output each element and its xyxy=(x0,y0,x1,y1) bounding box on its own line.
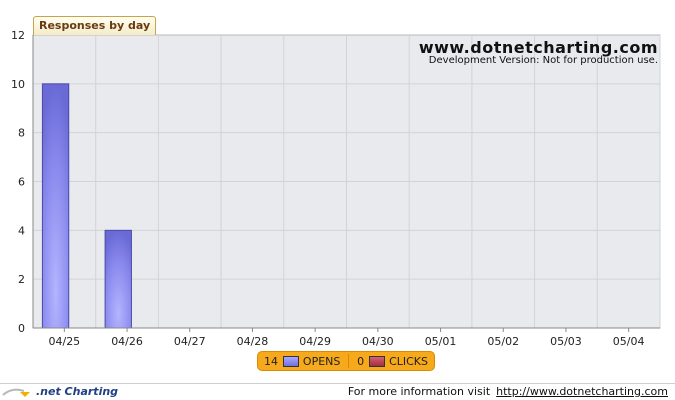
legend-clicks-count: 0 xyxy=(357,354,365,368)
legend-box: 14 OPENS 0 CLICKS xyxy=(257,351,435,371)
x-tick-label: 04/26 xyxy=(111,335,143,348)
y-tick-label: 2 xyxy=(18,273,25,286)
x-tick-label: 05/02 xyxy=(487,335,519,348)
bar-opens-04/25 xyxy=(41,83,70,329)
legend-opens-swatch xyxy=(283,355,299,367)
legend-opens-count: 14 xyxy=(264,354,278,368)
y-tick-label: 12 xyxy=(11,29,25,42)
bars xyxy=(41,83,132,329)
y-tick-label: 8 xyxy=(18,127,25,140)
x-tick-label: 04/27 xyxy=(174,335,206,348)
footer-divider xyxy=(0,383,675,384)
bar-opens-04/26 xyxy=(104,229,132,329)
watermark-note: Development Version: Not for production … xyxy=(428,55,658,66)
y-tick-label: 0 xyxy=(18,322,25,335)
y-tick-label: 6 xyxy=(18,176,25,189)
x-tick-label: 05/04 xyxy=(613,335,645,348)
x-tick-label: 04/30 xyxy=(362,335,394,348)
y-tick-label: 4 xyxy=(18,224,25,237)
footer-info-text: For more information visit xyxy=(347,385,491,398)
x-tick-label: 05/01 xyxy=(425,335,457,348)
legend-divider xyxy=(348,354,350,368)
chart-title: Responses by day xyxy=(33,16,157,35)
footer-info: For more information visit http://www.dot… xyxy=(348,385,668,398)
y-tick-labels: 0 2 4 6 8 10 12 xyxy=(11,29,25,335)
logo-text: .net Charting xyxy=(36,385,119,398)
grid-lines xyxy=(33,35,661,328)
x-tick-label: 04/29 xyxy=(299,335,331,348)
watermark-url: www.dotnetcharting.com xyxy=(418,38,658,57)
footer-link[interactable]: http://www.dotnetcharting.com xyxy=(496,385,668,398)
x-tick-label: 04/28 xyxy=(237,335,269,348)
legend-opens-label: OPENS xyxy=(302,354,341,368)
x-tick-label: 05/03 xyxy=(550,335,582,348)
legend-clicks-label: CLICKS xyxy=(389,354,428,368)
y-tick-label: 10 xyxy=(11,78,25,91)
x-tick-labels: 04/25 04/26 04/27 04/28 04/29 04/30 05/01 05/02… xyxy=(48,328,645,348)
x-tick-label: 04/25 xyxy=(48,335,80,348)
dotnetcharting-logo: .net Charting xyxy=(2,384,118,399)
logo-arrow-icon xyxy=(2,388,30,397)
legend-clicks-swatch xyxy=(369,355,386,367)
